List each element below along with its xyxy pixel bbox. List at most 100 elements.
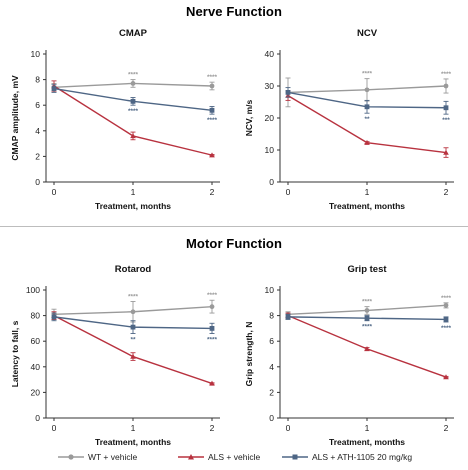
significance-label-wt: **** <box>441 71 452 78</box>
y-tick-label: 40 <box>265 49 275 59</box>
y-tick-label: 20 <box>31 387 41 397</box>
significance-label-wt: **** <box>207 292 218 299</box>
data-point-wt <box>130 81 136 86</box>
data-point-ath <box>364 315 370 321</box>
y-tick-label: 10 <box>265 145 275 155</box>
data-point-als <box>443 374 449 380</box>
x-tick-label: 0 <box>52 423 57 433</box>
significance-label-ath: *** <box>442 117 450 124</box>
data-point-ath <box>130 324 136 330</box>
x-tick-label: 1 <box>131 187 136 197</box>
significance-label-ath: **** <box>441 325 452 332</box>
legend-item-wt: WT + vehicle <box>58 450 137 464</box>
cmap-panel: CMAP 0 2 4 6 8 10 0 1 2 Treatment, months CMAP ampl… <box>0 20 234 234</box>
data-point-ath <box>51 86 57 91</box>
data-point-ath <box>209 326 215 331</box>
legend-item-ath: ALS + ATH-1105 20 mg/kg <box>282 450 412 464</box>
y-tick-label: 0 <box>35 413 40 423</box>
data-point-wt <box>443 302 449 308</box>
data-point-ath <box>443 105 449 111</box>
data-point-als <box>364 139 370 145</box>
legend-marker-als <box>178 454 204 460</box>
y-axis-label: CMAP amplitude, mV <box>10 75 20 161</box>
y-tick-label: 6 <box>35 100 40 110</box>
significance-label-ath: **** <box>362 324 373 331</box>
x-tick-label: 2 <box>210 423 215 433</box>
chart-title: Rotarod <box>115 264 152 275</box>
data-point-wt <box>209 83 215 89</box>
y-tick-label: 30 <box>265 81 275 91</box>
significance-label-wt: **** <box>441 295 452 302</box>
significance-label-ath: ** <box>364 116 370 123</box>
y-tick-label: 100 <box>26 285 40 295</box>
legend-marker-ath <box>282 454 308 460</box>
significance-label-ath: **** <box>207 117 218 124</box>
data-point-ath <box>51 314 57 320</box>
x-tick-label: 0 <box>52 187 57 197</box>
significance-label-wt: **** <box>128 72 139 79</box>
y-tick-label: 0 <box>35 177 40 187</box>
data-point-als <box>130 133 136 139</box>
y-axis-label: Latency to fall, s <box>10 320 20 387</box>
y-axis-label: NCV, m/s <box>244 99 254 136</box>
motor-function-heading: Motor Function <box>186 236 282 251</box>
y-tick-label: 60 <box>31 336 41 346</box>
data-point-ath <box>364 104 370 110</box>
data-point-wt <box>209 304 215 310</box>
data-point-wt <box>443 83 449 89</box>
data-point-wt <box>364 308 370 313</box>
significance-label-ath: ** <box>130 337 136 344</box>
significance-label-wt: **** <box>128 294 139 301</box>
data-point-ath <box>443 317 449 322</box>
y-tick-label: 0 <box>269 177 274 187</box>
data-point-ath <box>285 314 291 320</box>
x-tick-label: 0 <box>286 187 291 197</box>
significance-label-wt: **** <box>362 71 373 78</box>
ncv-panel: NCV 0 10 20 30 40 0 1 2 Treatment, months NCV, m/s… <box>234 20 468 234</box>
y-tick-label: 40 <box>31 362 41 372</box>
x-tick-label: 1 <box>365 187 370 197</box>
y-tick-label: 20 <box>265 113 275 123</box>
chart-title: NCV <box>357 28 378 39</box>
x-tick-label: 0 <box>286 423 291 433</box>
chart-title: CMAP <box>119 28 148 39</box>
rotarod-panel: Rotarod 0 20 40 60 80 100 0 1 2 Treatment, months L… <box>0 256 234 470</box>
x-axis-label: Treatment, months <box>95 437 171 447</box>
x-axis-label: Treatment, months <box>329 437 405 447</box>
data-point-als <box>130 353 136 359</box>
x-axis-label: Treatment, months <box>95 201 171 211</box>
data-point-als <box>364 346 370 352</box>
series-line-als <box>53 85 213 156</box>
y-tick-label: 10 <box>31 49 41 59</box>
x-tick-label: 2 <box>210 187 215 197</box>
data-point-ath <box>130 98 136 104</box>
significance-label-wt: **** <box>362 299 373 306</box>
legend-item-als: ALS + vehicle <box>178 450 260 464</box>
chart-svg: Rotarod 0 20 40 60 80 100 0 1 2 Treatment, months L… <box>10 264 220 447</box>
legend: WT + vehicle ALS + vehicle ALS + ATH-110… <box>0 450 468 466</box>
significance-label-ath: **** <box>207 337 218 344</box>
x-tick-label: 1 <box>365 423 370 433</box>
y-tick-label: 2 <box>35 151 40 161</box>
chart-svg: Grip test 0 2 4 6 8 10 0 1 2 Treatment, months Grip… <box>244 264 454 447</box>
x-tick-label: 2 <box>444 187 449 197</box>
data-point-wt <box>130 309 136 315</box>
section-divider <box>0 226 468 227</box>
data-point-ath <box>209 107 215 113</box>
legend-marker-wt <box>58 454 84 460</box>
y-tick-label: 6 <box>269 336 274 346</box>
x-axis-label: Treatment, months <box>329 201 405 211</box>
data-point-wt <box>364 87 370 93</box>
chart-title: Grip test <box>347 264 387 275</box>
x-tick-label: 1 <box>131 423 136 433</box>
significance-label-wt: **** <box>207 74 218 81</box>
y-axis-label: Grip strength, N <box>244 322 254 387</box>
y-tick-label: 4 <box>35 126 40 136</box>
grip-test-panel: Grip test 0 2 4 6 8 10 0 1 2 Treatment, months Grip… <box>234 256 468 470</box>
data-point-als <box>443 149 449 155</box>
data-point-als <box>209 380 215 386</box>
legend-label-als: ALS + vehicle <box>208 452 261 462</box>
y-tick-label: 80 <box>31 311 41 321</box>
y-tick-label: 4 <box>269 362 274 372</box>
data-point-als <box>209 152 215 158</box>
